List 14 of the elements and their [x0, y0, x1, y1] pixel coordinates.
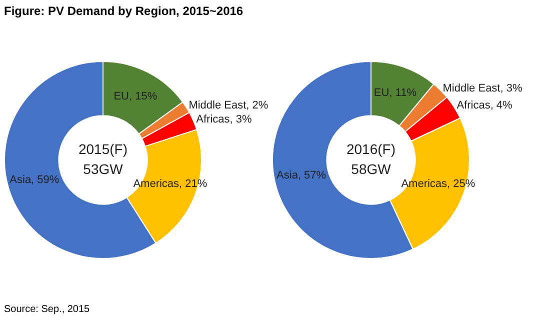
- slice-label: Africas, 4%: [456, 100, 513, 112]
- slice-label: Africas, 3%: [196, 114, 252, 126]
- text: 2016(F): [346, 140, 396, 157]
- slice-label: Asia, 59%: [10, 174, 60, 186]
- text: 53GW: [83, 160, 124, 177]
- slice-label: Asia, 57%: [276, 170, 326, 182]
- text: 58GW: [351, 160, 392, 177]
- slice-label: Middle East, 3%: [442, 82, 522, 94]
- chart-title: Figure: PV Demand by Region, 2015~2016: [3, 3, 244, 20]
- text: 2015(F): [78, 140, 128, 157]
- slice-label: Middle East, 2%: [188, 100, 268, 112]
- source-note: Source: Sep., 2015: [3, 304, 91, 315]
- slice-label: EU, 15%: [114, 90, 158, 102]
- slice-label: EU, 11%: [374, 86, 417, 99]
